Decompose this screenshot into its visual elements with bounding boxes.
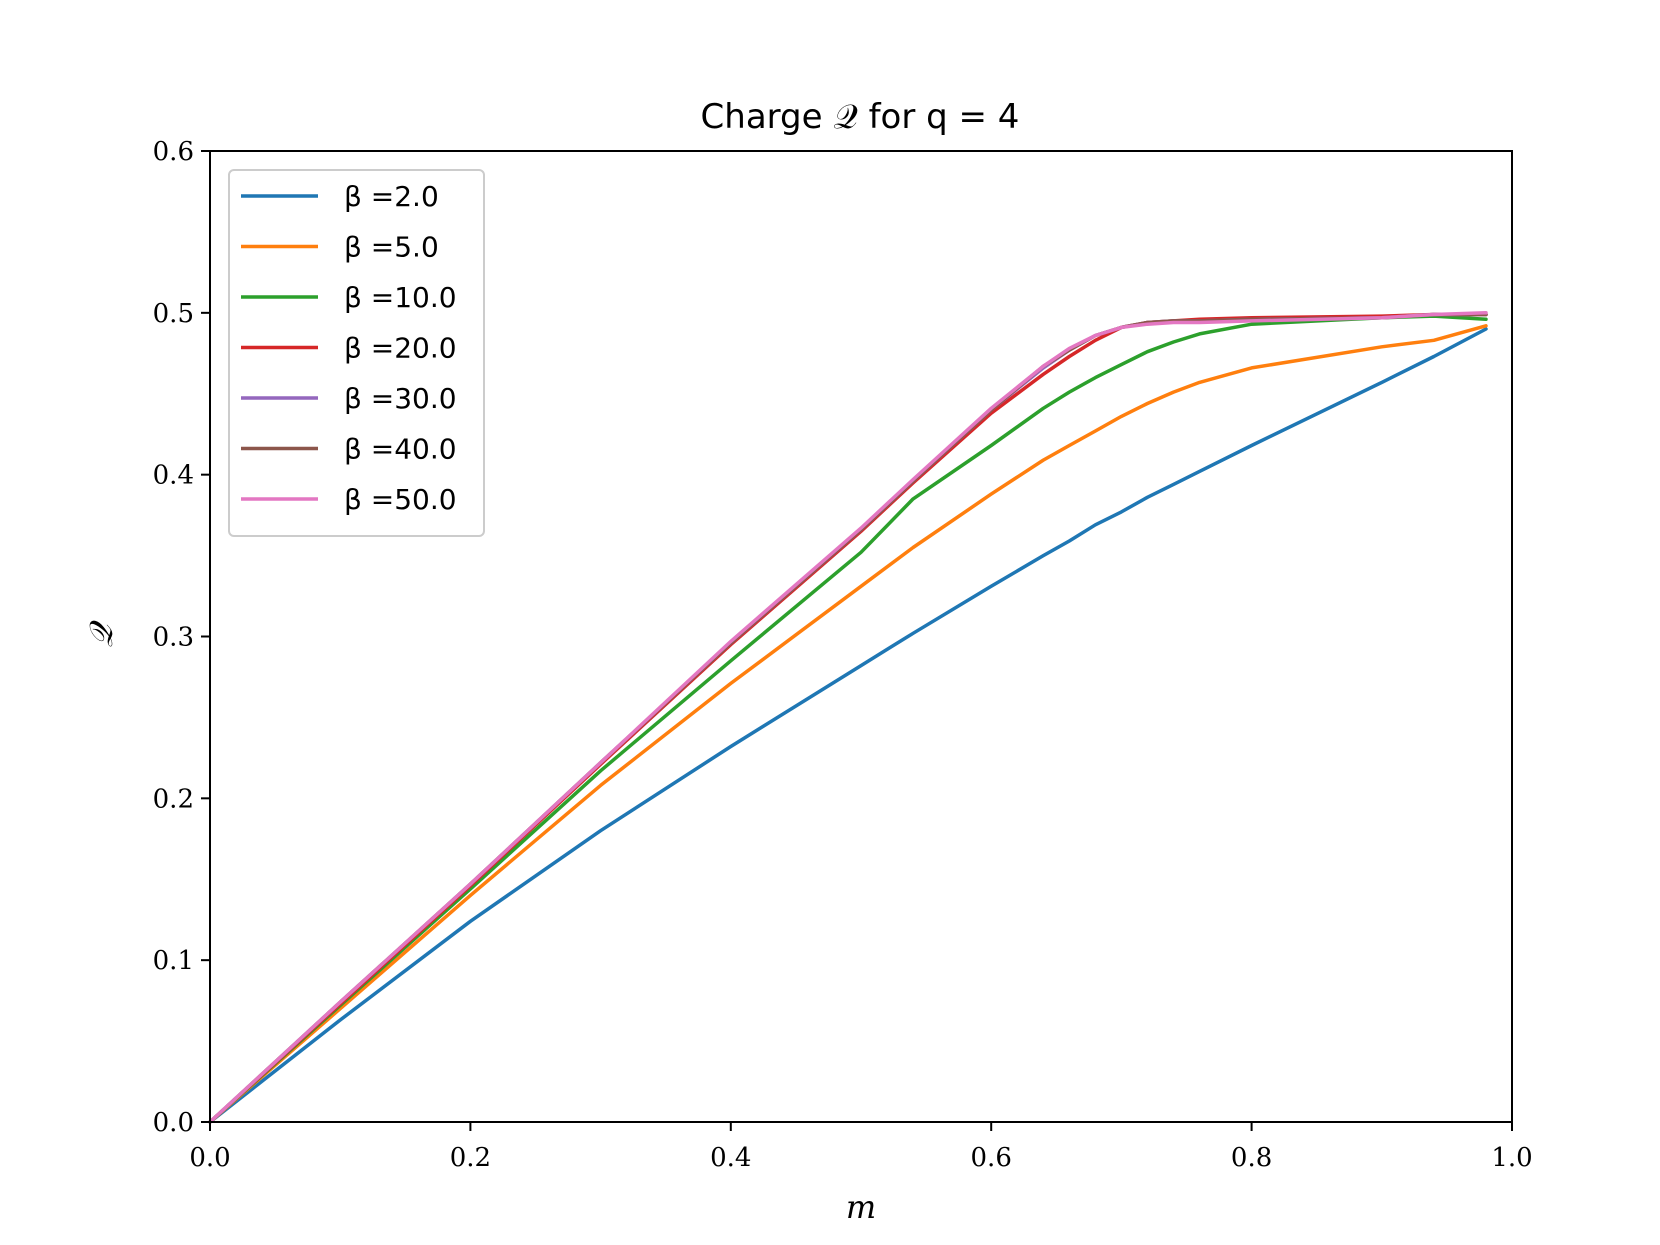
legend-item: β =10.0 — [241, 281, 457, 314]
x-tick-label: 0.2 — [450, 1143, 491, 1173]
y-tick-label: 0.5 — [153, 299, 194, 329]
x-tick-label: 0.0 — [189, 1143, 230, 1173]
y-tick-label: 0.0 — [153, 1108, 194, 1138]
legend-label: β =50.0 — [344, 483, 457, 516]
legend-item: β =2.0 — [241, 180, 439, 213]
y-tick-label: 0.2 — [153, 784, 194, 814]
legend-items: β =2.0 β =5.0 β =10.0 β =20.0 β =30.0 β =40.0… — [241, 180, 457, 516]
legend-item: β =40.0 — [241, 433, 457, 466]
chart-title: Charge 𝒬 for q = 4 — [701, 97, 1020, 137]
legend: β =2.0 β =5.0 β =10.0 β =20.0 β =30.0 β =40.0… — [228, 169, 485, 537]
series-line — [208, 324, 1488, 1124]
legend-item: β =5.0 — [241, 231, 439, 264]
x-tick-label: 1.0 — [1491, 1143, 1532, 1173]
legend-box — [228, 169, 485, 537]
plot-lines — [208, 311, 1488, 1124]
legend-item: β =50.0 — [241, 483, 457, 516]
legend-label: β =2.0 — [344, 180, 439, 213]
legend-label: β =20.0 — [344, 332, 457, 365]
legend-label: β =40.0 — [344, 433, 457, 466]
series-line — [208, 314, 1488, 1124]
legend-item: β =20.0 — [241, 332, 457, 365]
y-tick-label: 0.1 — [153, 946, 194, 976]
x-axis-ticks: 0.0 0.2 0.4 0.6 0.8 1.0 — [189, 1122, 1533, 1173]
legend-label: β =5.0 — [344, 231, 439, 264]
y-tick-label: 0.3 — [153, 623, 194, 653]
y-tick-label: 0.6 — [153, 137, 194, 167]
x-tick-label: 0.6 — [971, 1143, 1012, 1173]
y-tick-label: 0.4 — [153, 461, 194, 491]
legend-item: β =30.0 — [241, 382, 457, 415]
legend-label: β =10.0 — [344, 281, 457, 314]
y-axis-label: 𝒬 — [82, 619, 120, 647]
x-tick-label: 0.4 — [710, 1143, 751, 1173]
x-tick-label: 0.8 — [1231, 1143, 1272, 1173]
legend-label: β =30.0 — [344, 382, 457, 415]
x-axis-label: m — [846, 1188, 876, 1226]
series-line — [208, 311, 1488, 1124]
y-axis-ticks: 0.0 0.1 0.2 0.3 0.4 0.5 0.6 — [153, 137, 210, 1138]
series-line — [208, 327, 1488, 1124]
